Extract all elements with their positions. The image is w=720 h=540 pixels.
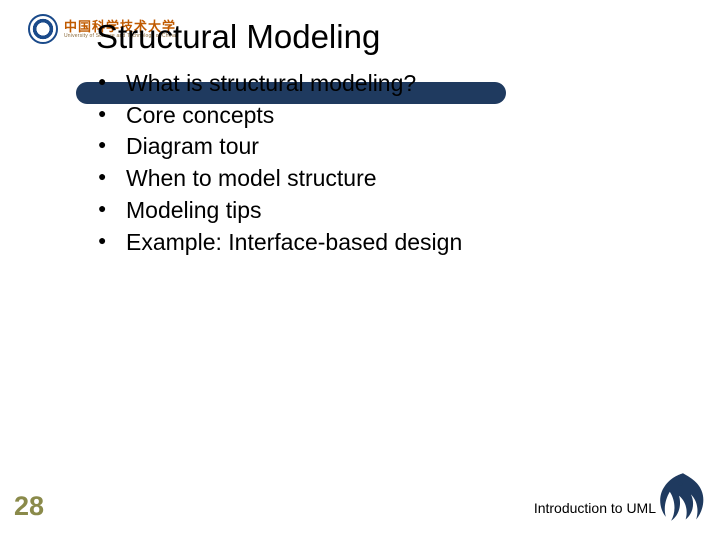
bullet-item: Diagram tour [98,131,462,163]
slide-title: Structural Modeling [96,18,380,56]
bullet-list: What is structural modeling? Core concep… [98,68,462,258]
bullet-item: Modeling tips [98,195,462,227]
bullet-text: Core concepts [126,102,274,128]
slide: 中国科学技术大学 University of Science and Techn… [0,0,720,540]
bullet-text: Modeling tips [126,197,262,223]
bullet-text: What is structural modeling? [126,70,416,96]
bullet-text: Diagram tour [126,133,259,159]
bullet-item: When to model structure [98,163,462,195]
dragon-logo-icon [650,468,716,534]
page-number: 28 [14,491,44,522]
bullet-item: Example: Interface-based design [98,227,462,259]
bullet-item: What is structural modeling? [98,68,462,100]
bullet-text: When to model structure [126,165,377,191]
bullet-text: Example: Interface-based design [126,229,462,255]
ustc-seal-icon [28,14,58,44]
footer-text: Introduction to UML [534,500,656,516]
bullet-item: Core concepts [98,100,462,132]
